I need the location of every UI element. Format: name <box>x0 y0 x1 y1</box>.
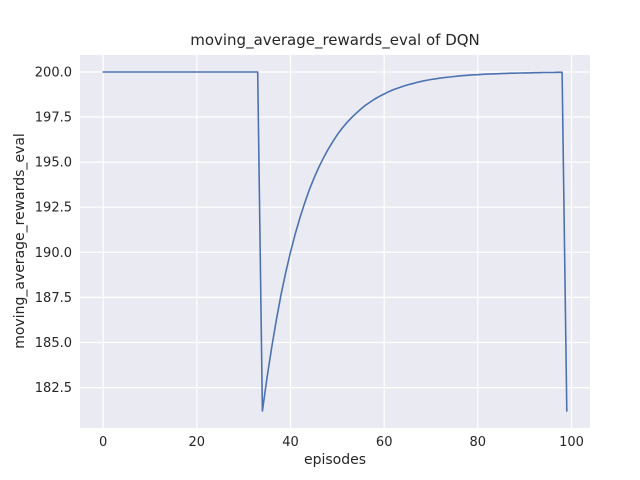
y-tick-label: 200.0 <box>35 66 72 81</box>
x-tick-label: 20 <box>189 435 206 450</box>
y-tick-label: 185.0 <box>35 336 72 351</box>
y-tick-label: 190.0 <box>35 246 72 261</box>
x-axis-label: episodes <box>303 452 367 468</box>
chart-title: moving_average_rewards_eval of DQN <box>190 31 480 49</box>
x-tick-label: 100 <box>559 435 584 450</box>
y-tick-label: 197.5 <box>35 111 72 126</box>
series-line <box>102 71 568 412</box>
plot-background <box>80 55 590 428</box>
x-tick-label: 40 <box>282 435 299 450</box>
y-tick-label: 182.5 <box>35 381 72 396</box>
x-tick-label: 0 <box>99 435 107 450</box>
y-tick-label: 192.5 <box>35 201 72 216</box>
y-axis-label: moving_average_rewards_eval <box>12 133 28 349</box>
y-tick-label: 187.5 <box>35 291 72 306</box>
y-tick-label: 195.0 <box>35 156 72 171</box>
x-tick-label: 60 <box>376 435 393 450</box>
x-tick-label: 80 <box>470 435 487 450</box>
